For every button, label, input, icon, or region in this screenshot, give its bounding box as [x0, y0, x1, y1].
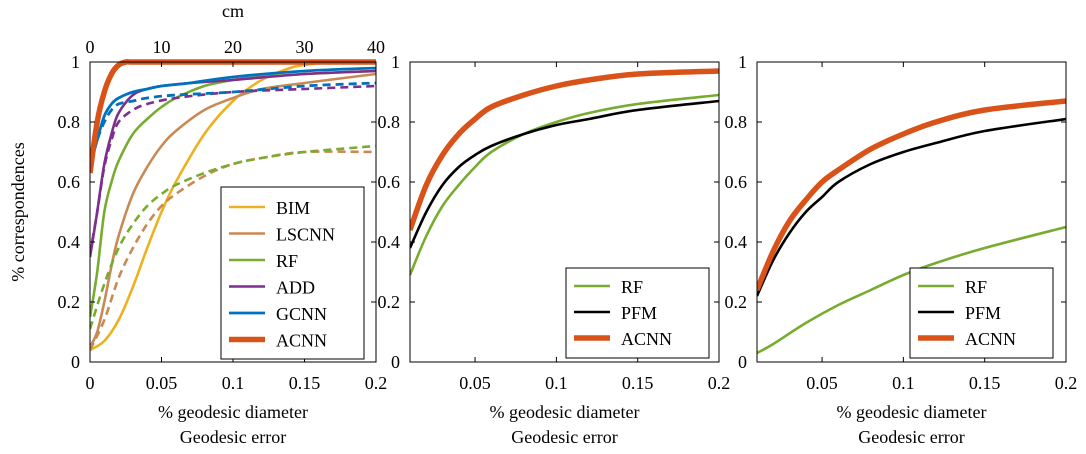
- y-tick-label: 0.2: [378, 292, 401, 312]
- chart-panel-3: 0.05 0.1 0.15 0.2 0 0.2 0.4 0.6 0.8 1 % geodesic d…: [725, 52, 1078, 447]
- x-axis-sublabel: Geodesic error: [858, 427, 964, 447]
- legend-label-rf: RF: [965, 277, 987, 297]
- y-tick-label: 1: [71, 52, 80, 72]
- series-group: [757, 98, 1066, 355]
- top-axis-tick-label: 10: [153, 37, 171, 57]
- x-tick-label: 0.2: [365, 373, 388, 393]
- legend: RF PFM ACNN: [909, 267, 1054, 359]
- series-line-bim: [90, 60, 376, 352]
- x-tick-label: 0.05: [146, 373, 178, 393]
- y-tick-label: 0.2: [725, 292, 748, 312]
- x-axis-sublabel: Geodesic error: [511, 427, 617, 447]
- legend-label-add: ADD: [276, 278, 315, 298]
- x-tick-label: 0.1: [222, 373, 245, 393]
- series-line-acnn: [757, 98, 1066, 292]
- legend-label-acnn: ACNN: [276, 331, 327, 351]
- y-tick-label: 0.6: [58, 172, 81, 192]
- series-line-acnn: [410, 68, 719, 231]
- y-tick-label: 0.4: [58, 232, 81, 252]
- y-tick-label: 0: [738, 352, 747, 372]
- legend: BIM LSCNN RF ADD GCNN ACNN: [220, 186, 365, 360]
- y-tick-label: 0: [71, 352, 80, 372]
- x-axis-label: % geodesic diameter: [158, 402, 308, 422]
- x-tick-label: 0.15: [622, 373, 654, 393]
- legend-label-rf: RF: [621, 277, 643, 297]
- x-tick-label: 0.05: [806, 373, 838, 393]
- legend-label-acnn: ACNN: [965, 329, 1016, 349]
- y-tick-label: 0.8: [378, 112, 401, 132]
- x-tick-label: 0.15: [969, 373, 1001, 393]
- y-tick-label: 1: [391, 52, 400, 72]
- top-axis-tick-label: 30: [296, 37, 314, 57]
- y-tick-label: 0.4: [725, 232, 748, 252]
- series-line-pfm: [410, 99, 719, 249]
- chart-panel-1: 0 0.05 0.1 0.15 0.200.20.40.60.810 10 20 30 40cm…: [8, 1, 387, 447]
- series-line-lscnn-dashed: [90, 150, 376, 351]
- legend-label-pfm: PFM: [965, 303, 1001, 323]
- series-line-rf-dashed: [90, 144, 376, 330]
- legend-label-bim: BIM: [276, 198, 310, 218]
- y-tick-label: 0: [391, 352, 400, 372]
- plot-frame: [756, 61, 1067, 363]
- x-tick-label: 0.15: [289, 373, 321, 393]
- series-line-gcnn-dashed: [90, 81, 376, 165]
- series-line-rf: [757, 225, 1066, 355]
- series-group: [410, 68, 719, 276]
- top-axis-label: cm: [222, 1, 244, 21]
- x-tick-label: 0.1: [892, 373, 915, 393]
- x-tick-label: 0.1: [545, 373, 568, 393]
- series-line-rf: [410, 93, 719, 276]
- legend-label-rf: RF: [276, 251, 298, 271]
- y-axis-label: % correspondences: [8, 142, 28, 281]
- y-tick-label: 0.8: [725, 112, 748, 132]
- series-line-gcnn: [90, 66, 376, 168]
- y-tick-label: 0.6: [725, 172, 748, 192]
- x-axis-label: % geodesic diameter: [837, 402, 987, 422]
- legend-label-lscnn: LSCNN: [276, 225, 335, 245]
- x-tick-label: 0: [86, 373, 95, 393]
- top-axis-tick-label: 40: [367, 37, 385, 57]
- y-tick-label: 0.6: [378, 172, 401, 192]
- x-tick-label: 0.2: [1055, 373, 1078, 393]
- x-tick-label: 0.05: [459, 373, 491, 393]
- x-axis-sublabel: Geodesic error: [180, 427, 286, 447]
- y-tick-label: 0.2: [58, 292, 81, 312]
- series-group: [90, 59, 376, 352]
- legend-label-acnn: ACNN: [621, 329, 672, 349]
- plot-frame: [409, 61, 720, 363]
- top-axis-tick-label: 0: [86, 37, 95, 57]
- legend-label-pfm: PFM: [621, 303, 657, 323]
- legend-label-gcnn: GCNN: [276, 304, 327, 324]
- legend: RF PFM ACNN: [565, 267, 710, 359]
- legend-box: [220, 186, 365, 360]
- x-tick-label: 0.2: [708, 373, 731, 393]
- series-line-pfm: [757, 117, 1066, 297]
- y-tick-label: 0.8: [58, 112, 81, 132]
- chart-panel-2: 0.05 0.1 0.15 0.2 0 0.2 0.4 0.6 0.8 1 % geodesic d…: [378, 52, 731, 447]
- y-tick-label: 1: [738, 52, 747, 72]
- x-axis-label: % geodesic diameter: [490, 402, 640, 422]
- top-axis-tick-label: 20: [224, 37, 242, 57]
- y-tick-label: 0.4: [378, 232, 401, 252]
